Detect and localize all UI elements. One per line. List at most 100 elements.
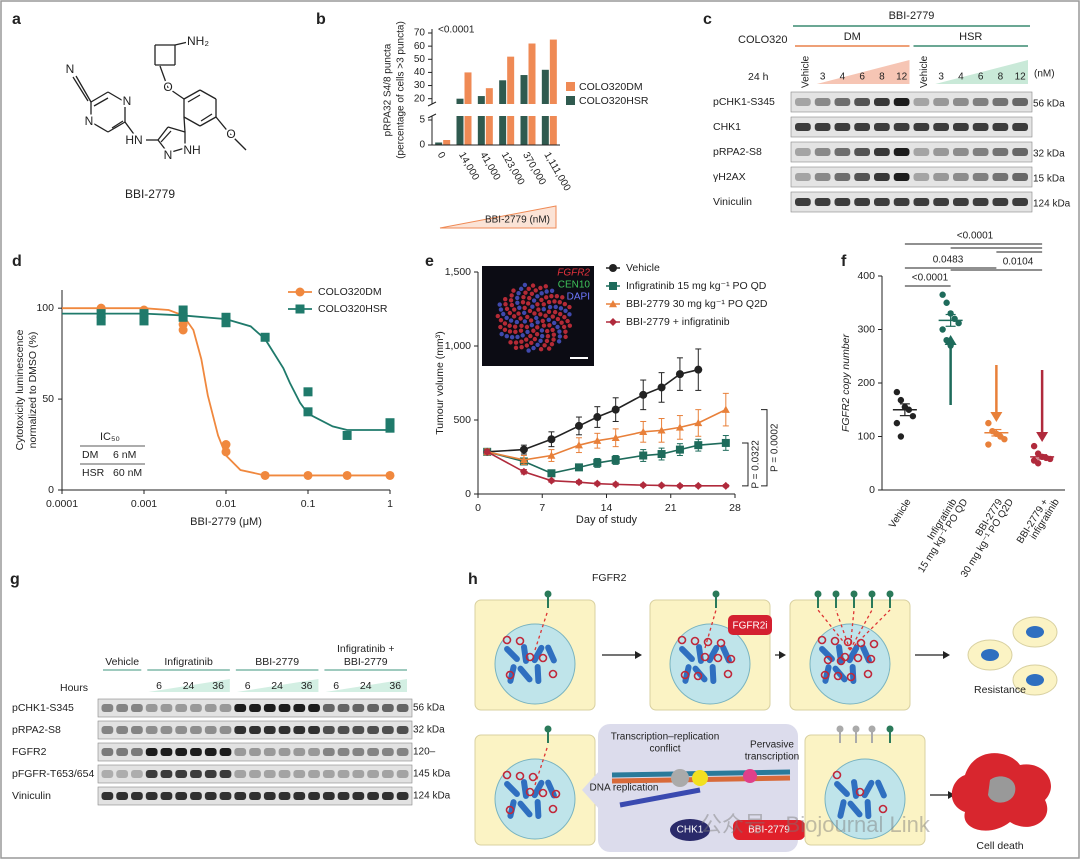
inset-dot <box>526 286 531 292</box>
chromosome <box>847 800 863 818</box>
chk1-label: CHK1 <box>677 825 704 836</box>
inset-dot <box>535 302 540 307</box>
row-label: FGFR2 <box>12 746 47 758</box>
inset-dot <box>535 325 540 330</box>
band <box>263 704 276 712</box>
legend-label: Infigratinib 15 mg kg⁻¹ PO QD <box>626 280 767 292</box>
ic50-name: HSR <box>82 467 105 479</box>
inset-dot <box>522 319 528 324</box>
band <box>234 748 247 756</box>
band <box>814 173 831 181</box>
y-axis-label: (percentage of cells >3 puncta) <box>396 21 407 159</box>
chromosome <box>860 644 872 664</box>
bond <box>93 97 109 107</box>
band <box>145 770 158 778</box>
y-tick-label: 40 <box>414 67 426 78</box>
band <box>814 98 831 106</box>
blot-strip <box>790 141 1033 163</box>
ecdna <box>853 653 863 663</box>
band <box>953 123 969 131</box>
inset-dot <box>501 311 506 317</box>
inhibitor-label: FGFR2i <box>733 621 768 632</box>
band <box>795 98 811 106</box>
signal <box>835 609 851 651</box>
band <box>204 770 217 778</box>
band <box>795 173 811 181</box>
time-triangle <box>148 679 230 692</box>
band <box>953 98 969 106</box>
point <box>519 467 528 476</box>
inset-dot <box>530 304 535 309</box>
band <box>190 704 202 712</box>
hours-title: Hours <box>60 682 88 694</box>
y-axis-label: pRPA32 S4/8 puncta <box>383 43 394 136</box>
ecdna <box>843 637 853 647</box>
band <box>131 770 143 778</box>
band <box>322 748 335 756</box>
arrow-head <box>779 651 786 659</box>
band <box>219 748 232 756</box>
band <box>293 748 306 756</box>
chromosome <box>875 779 887 799</box>
band <box>263 726 276 734</box>
point <box>639 481 648 490</box>
band <box>972 123 989 131</box>
point <box>303 407 313 417</box>
point <box>547 451 556 459</box>
chromosome <box>861 779 875 799</box>
bond <box>90 121 109 133</box>
y-tick-label: 100 <box>857 430 875 442</box>
point <box>593 458 602 467</box>
band <box>116 704 129 712</box>
inset-dot <box>546 309 552 314</box>
band <box>834 123 851 131</box>
y-axis-label: Cytotoxicity luminescence <box>14 329 26 450</box>
inset-dot <box>563 329 568 334</box>
bond <box>187 94 201 103</box>
band <box>308 748 320 756</box>
ecdna <box>502 635 512 645</box>
lane-label: 8 <box>998 72 1004 83</box>
inset-dot <box>535 294 540 299</box>
inset-dot <box>522 305 527 311</box>
point <box>639 390 648 399</box>
series-line <box>487 368 699 453</box>
band <box>972 198 989 206</box>
point <box>909 412 917 420</box>
inset-dot <box>499 331 504 337</box>
point <box>955 319 962 327</box>
inset-dot <box>528 318 534 323</box>
band <box>992 98 1009 106</box>
receptor-head <box>544 725 552 733</box>
receptor-head <box>850 590 858 598</box>
band <box>834 148 851 156</box>
band <box>219 792 232 800</box>
atom-label: N <box>85 114 94 128</box>
band <box>933 98 949 106</box>
band <box>913 123 930 131</box>
blot-strip <box>97 742 413 762</box>
inset-dot <box>509 335 515 340</box>
chromosome <box>709 664 717 684</box>
band <box>219 704 232 712</box>
inset-dot <box>508 340 513 345</box>
inset-dot <box>531 345 536 351</box>
ecdna <box>836 656 846 666</box>
inset-dot <box>498 307 504 312</box>
band <box>322 704 335 712</box>
band <box>308 792 320 800</box>
watermark: 公众号 · Biojournal Link <box>700 812 931 837</box>
bar <box>435 142 443 145</box>
inset-label: DAPI <box>567 292 590 303</box>
band <box>953 173 969 181</box>
point <box>721 481 730 490</box>
dose-triangle <box>935 60 1028 84</box>
inset-dot <box>532 311 537 316</box>
bond <box>90 91 109 103</box>
inset-dot <box>531 328 536 333</box>
x-tick-label: 28 <box>729 502 741 514</box>
receptor-head <box>814 590 822 598</box>
bond <box>174 41 189 46</box>
band <box>352 726 365 734</box>
inset-dot <box>555 324 560 330</box>
